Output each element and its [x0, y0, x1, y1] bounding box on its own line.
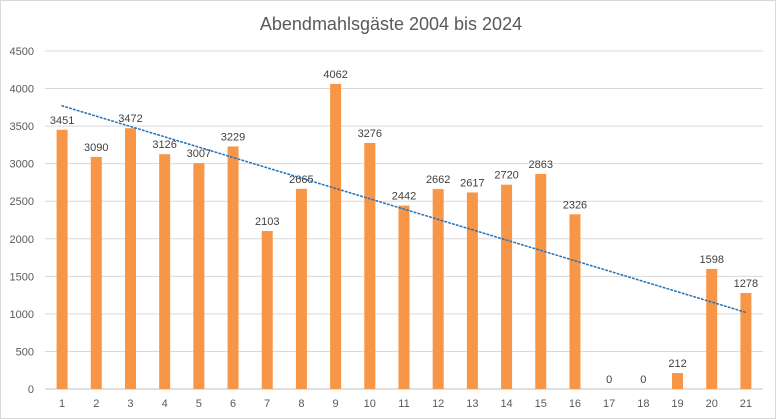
data-label: 2617	[460, 177, 484, 189]
data-label: 1278	[734, 278, 758, 290]
y-tick-label: 4000	[10, 84, 34, 96]
x-tick-label: 1	[59, 398, 65, 410]
x-tick-label: 20	[706, 398, 718, 410]
chart-title: Abendmahlsgäste 2004 bis 2024	[260, 14, 522, 34]
y-tick-label: 2000	[10, 234, 34, 246]
x-tick-label: 21	[740, 398, 752, 410]
data-label: 4062	[323, 69, 347, 81]
x-tick-label: 3	[127, 398, 133, 410]
bar	[159, 154, 171, 389]
data-label: 1598	[699, 254, 723, 266]
data-label: 2863	[529, 159, 553, 171]
x-tick-label: 12	[432, 398, 444, 410]
x-tick-label: 2	[93, 398, 99, 410]
x-tick-label: 4	[162, 398, 168, 410]
y-tick-label: 500	[16, 346, 34, 358]
bar	[227, 146, 239, 389]
bar	[706, 268, 718, 389]
data-label: 3007	[187, 148, 211, 160]
bar	[193, 163, 205, 389]
data-label: 2103	[255, 216, 279, 228]
data-label: 3472	[118, 113, 142, 125]
data-labels: 3451309034723126300732292103266540623276…	[50, 69, 758, 386]
x-tick-label: 15	[535, 398, 547, 410]
bars	[56, 83, 752, 389]
bar	[124, 128, 136, 389]
data-label: 3276	[358, 128, 382, 140]
x-tick-label: 6	[230, 398, 236, 410]
data-label: 2326	[563, 199, 587, 211]
bar	[295, 188, 307, 389]
bar	[569, 214, 581, 389]
data-label: 3090	[84, 142, 108, 154]
trendline	[61, 105, 747, 314]
data-label: 2720	[494, 170, 518, 182]
x-tick-label: 9	[333, 398, 339, 410]
y-tick-label: 0	[28, 384, 34, 396]
x-tick-label: 14	[500, 398, 512, 410]
data-label: 3451	[50, 115, 74, 127]
data-label: 3126	[152, 139, 176, 151]
data-label: 2662	[426, 174, 450, 186]
bar	[466, 192, 478, 389]
x-tick-label: 8	[298, 398, 304, 410]
x-tick-label: 11	[398, 398, 409, 410]
data-label: 0	[606, 374, 612, 386]
data-label: 2442	[392, 191, 416, 203]
y-axis-ticks: 0 500 1000 1500 2000 2500 3000 3500 4000 4500	[10, 46, 34, 396]
data-label: 212	[668, 358, 686, 370]
x-tick-label: 16	[569, 398, 581, 410]
bar	[364, 142, 376, 389]
bar	[398, 205, 410, 389]
bar	[740, 293, 752, 389]
y-tick-label: 3000	[10, 159, 34, 171]
x-tick-label: 19	[671, 398, 683, 410]
x-tick-label: 5	[196, 398, 202, 410]
y-tick-label: 4500	[10, 46, 34, 58]
y-tick-label: 2500	[10, 196, 34, 208]
x-tick-label: 10	[364, 398, 376, 410]
x-tick-label: 13	[466, 398, 478, 410]
x-tick-label: 18	[637, 398, 649, 410]
y-tick-label: 1000	[10, 309, 34, 321]
y-tick-label: 3500	[10, 121, 34, 133]
x-tick-label: 17	[603, 398, 615, 410]
bar	[501, 184, 513, 389]
bar	[432, 189, 444, 389]
data-label: 0	[640, 374, 646, 386]
trendline-group	[61, 105, 747, 314]
bar	[90, 156, 102, 389]
bar	[535, 173, 547, 389]
bar	[330, 83, 342, 389]
x-tick-label: 7	[264, 398, 270, 410]
y-tick-label: 1500	[10, 271, 34, 283]
x-axis-ticks: 1 2 3 4 5 6 7 8 9 10 11 12 13 14 15 16 17 18 19 20 21	[59, 398, 752, 410]
bar	[672, 373, 684, 389]
bar	[56, 129, 68, 389]
bar	[261, 231, 273, 389]
data-label: 3229	[221, 131, 245, 143]
